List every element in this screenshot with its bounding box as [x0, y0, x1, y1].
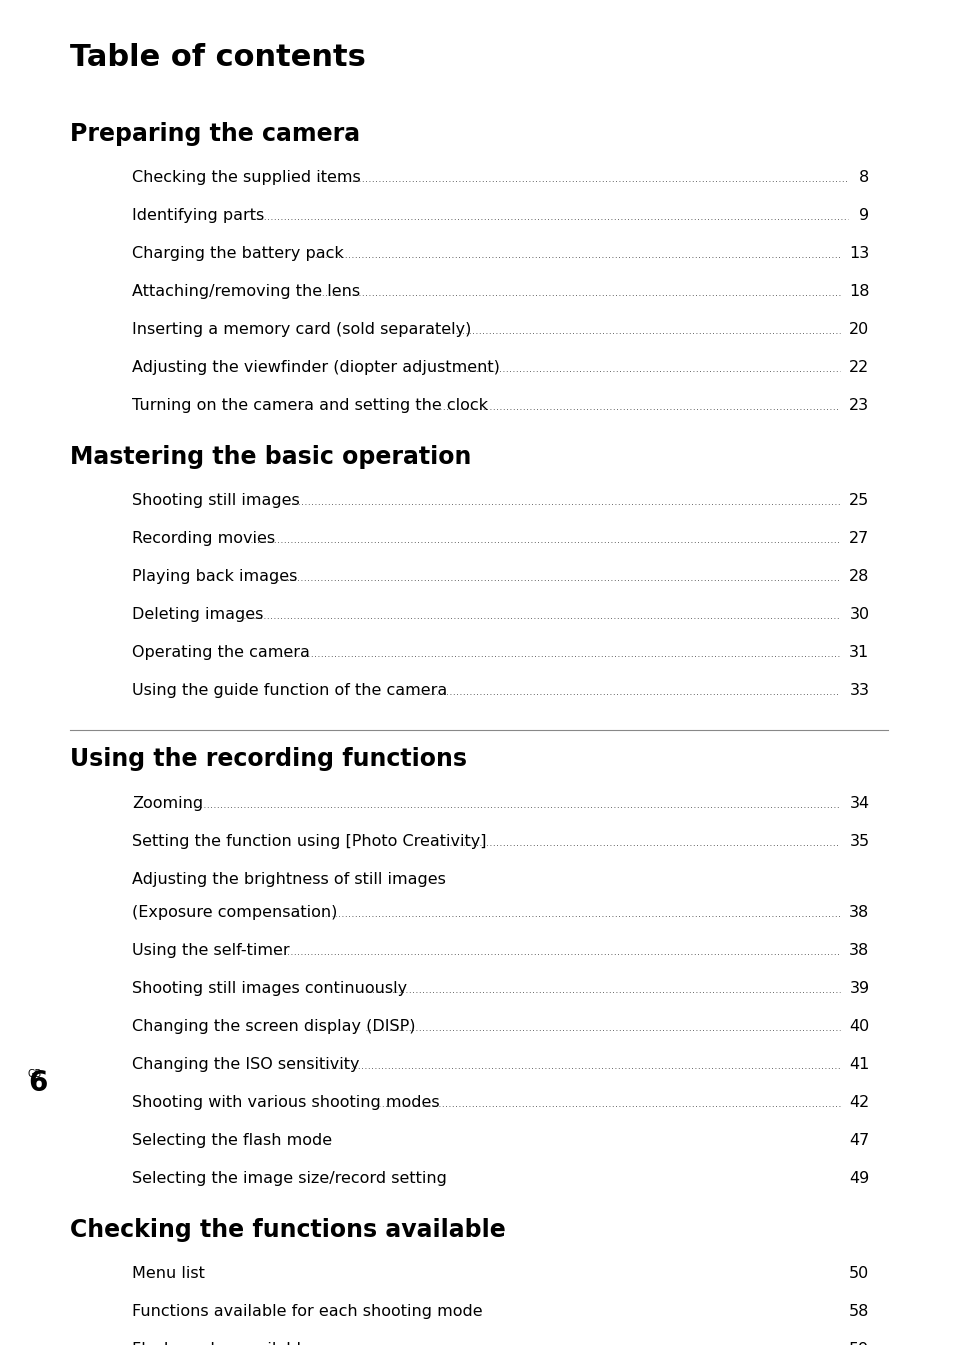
Text: Selecting the image size/record setting: Selecting the image size/record setting — [132, 1171, 446, 1186]
Text: 39: 39 — [848, 981, 868, 995]
Text: Using the recording functions: Using the recording functions — [71, 748, 467, 772]
Text: Table of contents: Table of contents — [71, 43, 366, 73]
Text: Shooting still images continuously: Shooting still images continuously — [132, 981, 407, 995]
Text: 38: 38 — [848, 905, 868, 920]
Text: 59: 59 — [848, 1342, 868, 1345]
Text: 58: 58 — [848, 1305, 868, 1319]
Text: Menu list: Menu list — [132, 1266, 205, 1280]
Text: Deleting images: Deleting images — [132, 607, 268, 621]
Text: 33: 33 — [848, 683, 868, 698]
Text: 20: 20 — [848, 321, 868, 336]
Text: 47: 47 — [848, 1132, 868, 1149]
Text: GB: GB — [28, 1069, 42, 1080]
Text: Shooting with various shooting modes: Shooting with various shooting modes — [132, 1095, 439, 1110]
Text: Functions available for each shooting mode: Functions available for each shooting mo… — [132, 1305, 487, 1319]
Text: 42: 42 — [848, 1095, 868, 1110]
Text: Adjusting the brightness of still images: Adjusting the brightness of still images — [132, 872, 445, 886]
Text: Changing the screen display (DISP): Changing the screen display (DISP) — [132, 1020, 415, 1034]
Text: 35: 35 — [848, 834, 868, 849]
Text: 49: 49 — [848, 1171, 868, 1186]
Text: 41: 41 — [848, 1057, 868, 1072]
Text: Turning on the camera and setting the clock: Turning on the camera and setting the cl… — [132, 398, 497, 413]
Text: 34: 34 — [848, 795, 868, 811]
Text: 50: 50 — [848, 1266, 868, 1280]
Text: 6: 6 — [28, 1069, 47, 1098]
Text: 13: 13 — [848, 246, 868, 261]
Text: 27: 27 — [848, 531, 868, 546]
Text: 38: 38 — [848, 943, 868, 958]
Text: Checking the supplied items: Checking the supplied items — [132, 169, 360, 184]
Text: Checking the functions available: Checking the functions available — [71, 1219, 506, 1241]
Text: (Exposure compensation): (Exposure compensation) — [132, 905, 336, 920]
Text: Adjusting the viewfinder (diopter adjustment): Adjusting the viewfinder (diopter adjust… — [132, 359, 510, 375]
Text: 18: 18 — [848, 284, 868, 299]
Text: Changing the ISO sensitivity: Changing the ISO sensitivity — [132, 1057, 359, 1072]
Text: 40: 40 — [848, 1020, 868, 1034]
Text: 31: 31 — [848, 644, 868, 659]
Text: Attaching/removing the lens: Attaching/removing the lens — [132, 284, 359, 299]
Text: Zooming: Zooming — [132, 795, 203, 811]
Text: 25: 25 — [848, 492, 868, 507]
Text: Preparing the camera: Preparing the camera — [71, 121, 360, 145]
Text: 22: 22 — [848, 359, 868, 375]
Text: 30: 30 — [848, 607, 868, 621]
Text: Recording movies: Recording movies — [132, 531, 280, 546]
Text: Using the guide function of the camera: Using the guide function of the camera — [132, 683, 452, 698]
Text: Using the self-timer: Using the self-timer — [132, 943, 289, 958]
Text: 9: 9 — [859, 207, 868, 222]
Text: Operating the camera: Operating the camera — [132, 644, 314, 659]
Text: Shooting still images: Shooting still images — [132, 492, 304, 507]
Text: Identifying parts: Identifying parts — [132, 207, 264, 222]
Text: Flash modes available: Flash modes available — [132, 1342, 311, 1345]
Text: 28: 28 — [848, 569, 868, 584]
Text: 8: 8 — [859, 169, 868, 184]
Text: Mastering the basic operation: Mastering the basic operation — [71, 445, 471, 468]
Text: Selecting the flash mode: Selecting the flash mode — [132, 1132, 332, 1149]
Text: 23: 23 — [848, 398, 868, 413]
Text: Setting the function using [Photo Creativity]: Setting the function using [Photo Creati… — [132, 834, 486, 849]
Text: Inserting a memory card (sold separately): Inserting a memory card (sold separately… — [132, 321, 481, 336]
Text: Charging the battery pack: Charging the battery pack — [132, 246, 349, 261]
Text: Playing back images: Playing back images — [132, 569, 302, 584]
